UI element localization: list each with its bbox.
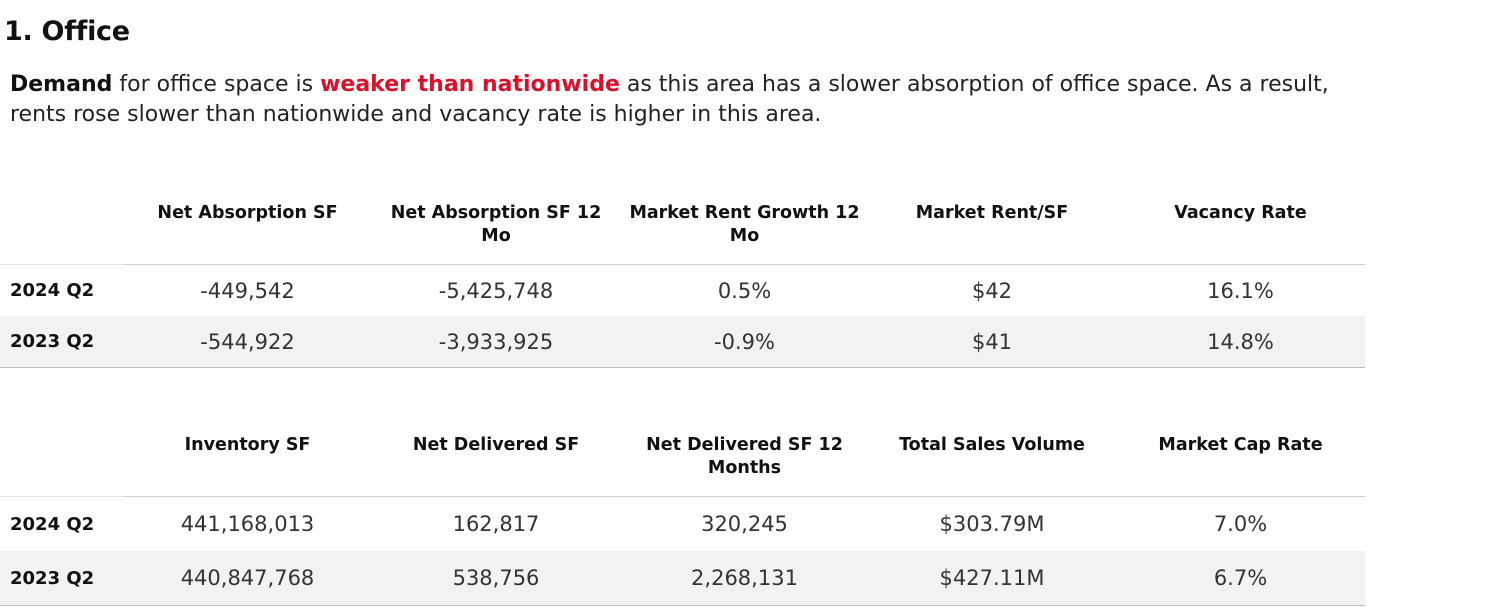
table-row: 2023 Q2 440,847,768 538,756 2,268,131 $4… bbox=[0, 551, 1365, 606]
summary-highlight: weaker than nationwide bbox=[320, 72, 620, 97]
summary-lead: Demand bbox=[10, 72, 113, 97]
table-cell: 538,756 bbox=[371, 551, 621, 606]
table-header-row: Net Absorption SF Net Absorption SF 12 M… bbox=[0, 190, 1365, 265]
column-header: Market Rent Growth 12 Mo bbox=[621, 190, 868, 265]
row-period-label: 2023 Q2 bbox=[0, 551, 124, 606]
demand-metrics-table: Net Absorption SF Net Absorption SF 12 M… bbox=[0, 190, 1365, 368]
table-cell: -0.9% bbox=[621, 316, 868, 368]
table-cell: 14.8% bbox=[1116, 316, 1365, 368]
table-row: 2024 Q2 441,168,013 162,817 320,245 $303… bbox=[0, 497, 1365, 552]
row-period-label: 2024 Q2 bbox=[10, 280, 95, 301]
row-period-label: 2024 Q2 bbox=[10, 513, 95, 535]
table-cell: $427.11M bbox=[868, 551, 1116, 606]
column-header: Net Absorption SF bbox=[124, 190, 371, 265]
column-header: Inventory SF bbox=[124, 422, 371, 497]
summary-text-2: as this area has a slower absorption of … bbox=[10, 72, 1329, 127]
column-header: Total Sales Volume bbox=[868, 422, 1116, 497]
column-header: Market Cap Rate bbox=[1116, 422, 1365, 497]
column-header: Net Delivered SF bbox=[371, 422, 621, 497]
column-header: Market Rent/SF bbox=[868, 190, 1116, 265]
table-cell: 320,245 bbox=[701, 512, 788, 536]
row-period-label: 2023 Q2 bbox=[0, 316, 124, 368]
table-cell: -5,425,748 bbox=[438, 278, 554, 303]
corner-cell bbox=[0, 190, 124, 265]
table-cell: 441,168,013 bbox=[180, 512, 315, 536]
summary-text-1: for office space is bbox=[112, 72, 321, 97]
table-cell: -3,933,925 bbox=[371, 316, 621, 368]
table-cell: 440,847,768 bbox=[124, 551, 371, 606]
table-cell: $303.79M bbox=[939, 512, 1045, 536]
section-title: 1. Office bbox=[4, 16, 130, 47]
supply-sales-table: Inventory SF Net Delivered SF Net Delive… bbox=[0, 422, 1365, 606]
table-cell: 0.5% bbox=[717, 278, 772, 303]
table-cell: -449,542 bbox=[200, 278, 295, 303]
table-row: 2023 Q2 -544,922 -3,933,925 -0.9% $41 14… bbox=[0, 316, 1365, 368]
column-header: Vacancy Rate bbox=[1116, 190, 1365, 265]
table-row: 2024 Q2 -449,542 -5,425,748 0.5% $42 16.… bbox=[0, 265, 1365, 317]
column-header: Net Delivered SF 12 Months bbox=[621, 422, 868, 497]
table-cell: 162,817 bbox=[452, 512, 540, 536]
table-cell: 6.7% bbox=[1116, 551, 1365, 606]
summary-paragraph: Demand for office space is weaker than n… bbox=[10, 70, 1340, 130]
table-cell: 7.0% bbox=[1213, 512, 1268, 536]
corner-cell bbox=[0, 422, 124, 497]
table-cell: 16.1% bbox=[1207, 278, 1274, 303]
table-cell: -544,922 bbox=[124, 316, 371, 368]
table-cell: $41 bbox=[868, 316, 1116, 368]
table-cell: $42 bbox=[971, 278, 1013, 303]
column-header: Net Absorption SF 12 Mo bbox=[371, 190, 621, 265]
table-cell: 2,268,131 bbox=[621, 551, 868, 606]
table-header-row: Inventory SF Net Delivered SF Net Delive… bbox=[0, 422, 1365, 497]
